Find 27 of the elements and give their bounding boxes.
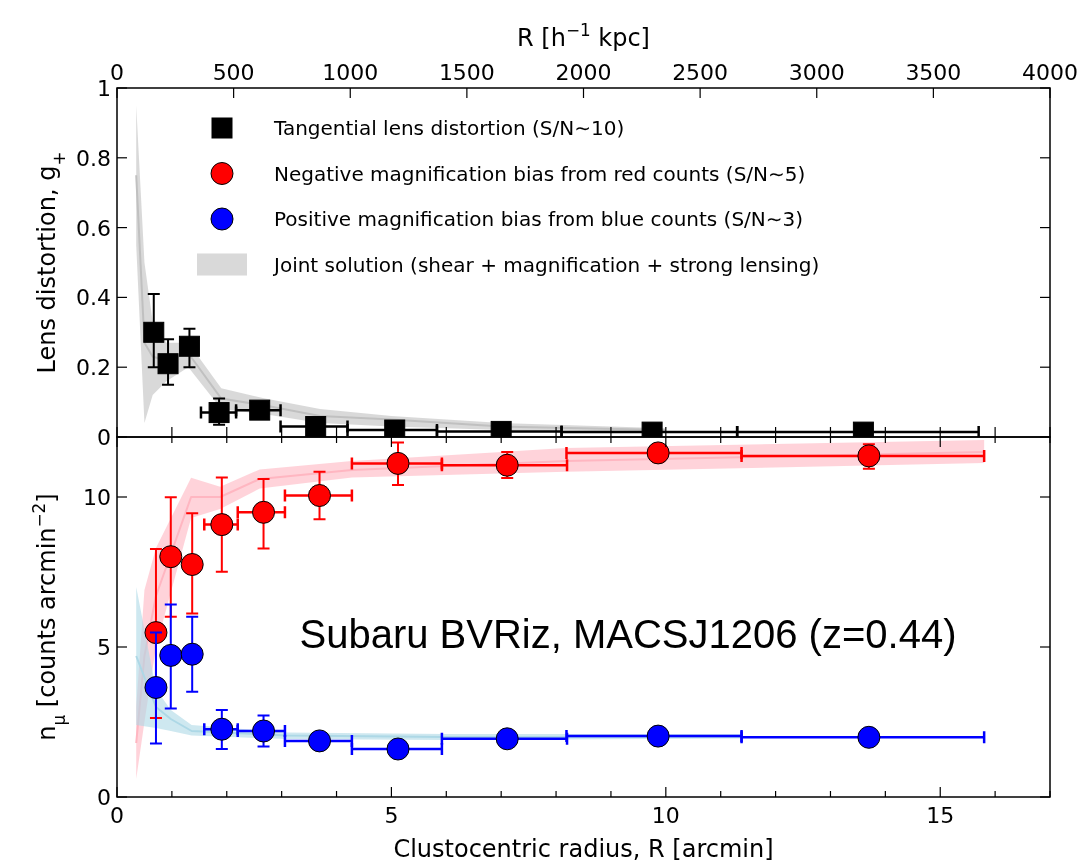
legend-label: Negative magnification bias from red counts (S/N∼5): [274, 161, 806, 186]
x2-tick-label: 2500: [672, 60, 729, 85]
legend-label: Joint solution (shear + magnification + strong lensing): [272, 252, 820, 277]
y-tick-label: 0: [97, 785, 111, 810]
x-tick-label: 5: [384, 803, 399, 828]
x2-tick-label: 3500: [905, 60, 962, 85]
x2-axis-title: R [h$^{−1}$ kpc]: [517, 20, 650, 52]
y-tick-label: 5: [97, 635, 111, 660]
x2-tick-label: 1000: [322, 60, 379, 85]
x2-tick-label: 500: [212, 60, 255, 85]
x2-tick-label: 2000: [555, 60, 612, 85]
annotation: Subaru BVRiz, MACSJ1206 (z=0.44): [299, 612, 957, 656]
x2-tick-label: 3000: [788, 60, 845, 85]
y-tick-label: 0.2: [76, 355, 111, 381]
y-tick-label: 0: [97, 425, 111, 450]
x2-tick-label: 1500: [438, 60, 495, 85]
y-tick-label: 0.4: [76, 285, 111, 311]
legend-label: Tangential lens distortion (S/N∼10): [273, 116, 625, 140]
legend-label: Positive magnification bias from blue counts (S/N∼3): [274, 207, 804, 231]
y-tick-label: 10: [83, 485, 111, 510]
y-tick-label: 0.8: [76, 145, 111, 171]
x2-tick-label: 4000: [1022, 60, 1078, 85]
x-tick-label: 15: [926, 803, 955, 828]
y-tick-label: 1: [97, 76, 111, 101]
x-tick-label: 10: [651, 803, 680, 828]
x-axis-title: Clustocentric radius, R [arcmin]: [393, 835, 774, 863]
y-tick-label: 0.6: [76, 215, 111, 241]
